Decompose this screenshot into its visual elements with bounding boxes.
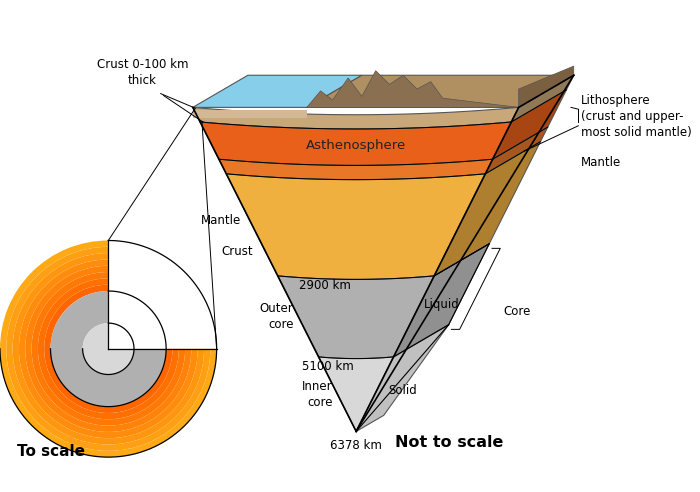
- Circle shape: [83, 323, 134, 374]
- Polygon shape: [485, 127, 547, 174]
- Polygon shape: [356, 325, 449, 431]
- Wedge shape: [25, 266, 191, 432]
- Polygon shape: [493, 90, 566, 159]
- Text: To scale: To scale: [17, 444, 85, 459]
- Polygon shape: [393, 244, 489, 357]
- Text: Solid: Solid: [388, 384, 416, 397]
- Text: Mantle: Mantle: [200, 215, 241, 227]
- Wedge shape: [13, 253, 204, 444]
- Text: 2900 km: 2900 km: [300, 278, 351, 292]
- Text: Mantle: Mantle: [581, 156, 622, 169]
- Text: Core: Core: [503, 306, 531, 318]
- Wedge shape: [19, 259, 197, 438]
- Wedge shape: [108, 236, 221, 349]
- Text: Outer
core: Outer core: [260, 302, 293, 331]
- Polygon shape: [193, 75, 362, 107]
- Text: 6378 km: 6378 km: [330, 439, 382, 452]
- Wedge shape: [50, 291, 166, 407]
- Polygon shape: [434, 142, 540, 276]
- Polygon shape: [193, 110, 307, 119]
- Text: Crust 0-100 km
thick: Crust 0-100 km thick: [97, 58, 188, 87]
- Wedge shape: [32, 272, 185, 426]
- Polygon shape: [307, 71, 519, 107]
- Wedge shape: [38, 278, 178, 419]
- Text: Not to scale: Not to scale: [395, 435, 503, 450]
- Text: Crust: Crust: [221, 245, 253, 258]
- Polygon shape: [519, 66, 574, 107]
- Polygon shape: [278, 276, 434, 359]
- Polygon shape: [226, 174, 485, 279]
- Text: Inner
core: Inner core: [302, 380, 332, 409]
- Wedge shape: [44, 285, 172, 413]
- Text: 5100 km: 5100 km: [302, 360, 354, 372]
- Wedge shape: [6, 247, 210, 451]
- Polygon shape: [512, 75, 574, 122]
- Text: Lithosphere
(crust and upper-
most solid mantle): Lithosphere (crust and upper- most solid…: [581, 94, 692, 139]
- Polygon shape: [318, 357, 393, 431]
- Text: Asthenosphere: Asthenosphere: [306, 139, 406, 152]
- Polygon shape: [219, 159, 493, 180]
- Wedge shape: [0, 241, 216, 457]
- Text: Liquid: Liquid: [424, 299, 459, 311]
- Polygon shape: [307, 75, 574, 107]
- Polygon shape: [193, 107, 519, 129]
- Polygon shape: [200, 122, 512, 165]
